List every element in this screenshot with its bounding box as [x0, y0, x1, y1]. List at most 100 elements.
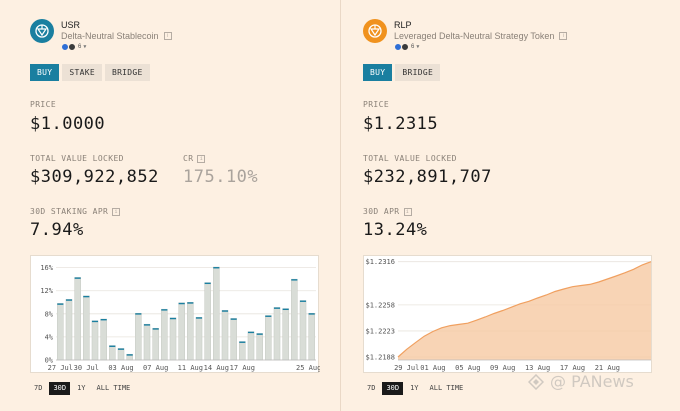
rlp-apr-label: 30D APR: [363, 207, 400, 216]
usr-action-tabs: BUY STAKE BRIDGE: [30, 64, 150, 81]
apr-bar: [308, 312, 315, 361]
apr-bar-cap: [204, 282, 211, 285]
apr-bar-cap: [109, 345, 116, 347]
apr-bar: [74, 277, 81, 361]
apr-bar-cap: [152, 328, 159, 330]
usr-panel: USR Delta-Neutral Stablecoin i 6 ▼ BUY ST…: [30, 19, 320, 395]
apr-bar: [213, 266, 220, 361]
usr-price-value: $1.0000: [30, 114, 106, 134]
rlp-token-name: RLP: [394, 20, 412, 30]
chain-icon: [68, 43, 76, 51]
x-tick-label: 13 Aug: [525, 364, 550, 372]
usr-apr-value: 7.94%: [30, 220, 84, 240]
y-tick-label: $1.2223: [365, 327, 395, 335]
rlp-range-all-time[interactable]: ALL TIME: [429, 384, 464, 392]
apr-bar: [299, 300, 307, 361]
apr-bar: [265, 315, 272, 361]
cr-info-icon[interactable]: i: [197, 154, 206, 163]
rlp-range-30d[interactable]: 30D: [382, 382, 404, 395]
apr-bar: [161, 308, 168, 361]
apr-bar: [256, 333, 263, 361]
rlp-price-line: [397, 261, 652, 358]
apr-bar: [195, 317, 203, 361]
apr-bar: [152, 327, 159, 361]
chevron-down-icon: ▼: [416, 44, 420, 50]
usr-buy-tab[interactable]: BUY: [30, 64, 60, 81]
x-tick-label: 30 Jul: [74, 364, 99, 372]
apr-bar-cap: [83, 295, 90, 298]
rlp-chain-selector[interactable]: 6 ▼: [394, 43, 567, 51]
usr-chain-count: 6: [78, 44, 82, 50]
usr-range-7d[interactable]: 7D: [34, 384, 43, 392]
usr-stake-tab[interactable]: STAKE: [62, 64, 102, 81]
usr-token-description: Delta-Neutral Stablecoin: [61, 31, 159, 41]
x-tick-label: 01 Aug: [420, 364, 445, 372]
apr-bar-cap: [143, 324, 151, 326]
rlp-token-description: Leveraged Delta-Neutral Strategy Token: [394, 31, 555, 41]
rlp-price-label: PRICE: [363, 100, 390, 109]
apr-bar: [117, 348, 125, 361]
x-tick-label: 25 Aug: [296, 364, 320, 372]
usr-token-name: USR: [61, 20, 81, 30]
apr-bar-cap: [126, 354, 133, 356]
x-tick-label: 14 Aug: [204, 364, 229, 372]
rlp-range-7d[interactable]: 7D: [367, 384, 376, 392]
apr-bar-cap: [265, 315, 272, 317]
x-tick-label: 05 Aug: [455, 364, 480, 372]
apr-bar: [291, 278, 298, 361]
usr-bridge-tab[interactable]: BRIDGE: [104, 64, 150, 81]
usr-chain-selector[interactable]: 6 ▼: [61, 43, 172, 51]
apr-bar-cap: [195, 317, 203, 319]
usr-cr-value: 175.10%: [183, 167, 259, 187]
rlp-action-tabs: BUY BRIDGE: [363, 64, 441, 81]
apr-bar: [143, 323, 151, 361]
usr-price-label: PRICE: [30, 100, 57, 109]
rlp-price-value: $1.2315: [363, 114, 439, 134]
apr-bar-cap: [100, 319, 107, 321]
rlp-price-chart[interactable]: $1.2316 $1.2258 $1.2223 $1.2188 29 Jul 01 Aug…: [363, 255, 652, 373]
apr-bar: [169, 317, 177, 361]
apr-bar: [178, 302, 185, 361]
apr-bar: [282, 308, 289, 361]
rlp-bridge-tab[interactable]: BRIDGE: [395, 64, 441, 81]
rlp-price-area: [398, 261, 651, 360]
apr-bar-cap: [187, 302, 194, 304]
x-tick-label: 09 Aug: [490, 364, 515, 372]
usr-token-header: USR Delta-Neutral Stablecoin i 6 ▼: [30, 19, 172, 51]
y-tick-label: 12%: [40, 287, 53, 295]
y-tick-label: 4%: [45, 333, 54, 341]
rlp-buy-tab[interactable]: BUY: [363, 64, 393, 81]
chain-icon: [401, 43, 409, 51]
apr-bar: [239, 341, 246, 361]
rlp-info-icon[interactable]: i: [559, 32, 568, 40]
rlp-tvl-label: TOTAL VALUE LOCKED: [363, 154, 457, 163]
apr-bar-cap: [161, 309, 168, 311]
usr-tvl-label: TOTAL VALUE LOCKED: [30, 154, 124, 163]
apr-bar-cap: [135, 313, 142, 315]
apr-bar: [100, 318, 107, 361]
rlp-range-1y[interactable]: 1Y: [410, 384, 419, 392]
y-tick-label: $1.2188: [365, 354, 395, 362]
apr-bar-cap: [282, 308, 289, 311]
apr-bar: [221, 310, 229, 361]
x-tick-label: 17 Aug: [230, 364, 255, 372]
apr-info-icon[interactable]: i: [112, 207, 121, 216]
usr-tvl-value: $309,922,852: [30, 167, 159, 187]
usr-range-30d[interactable]: 30D: [49, 382, 71, 395]
usr-range-all-time[interactable]: ALL TIME: [96, 384, 131, 392]
apr-bar: [91, 320, 99, 361]
rlp-price-area-chart: $1.2316 $1.2258 $1.2223 $1.2188 29 Jul 01 Aug…: [365, 258, 652, 372]
usr-range-1y[interactable]: 1Y: [77, 384, 86, 392]
x-tick-label: 07 Aug: [143, 364, 168, 372]
x-tick-label: 27 Jul: [48, 364, 73, 372]
apr-bar-cap: [91, 320, 99, 323]
usr-apr-chart[interactable]: 0% 4% 8% 12% 16% 27 Jul 30 Jul 03 Aug 07 Aug 11 A…: [30, 255, 320, 373]
rlp-apr-info-icon[interactable]: i: [403, 207, 412, 216]
apr-bar-cap: [308, 313, 315, 315]
apr-bar-cap: [57, 303, 64, 305]
apr-bar-cap: [273, 307, 281, 309]
rlp-panel: RLP Leveraged Delta-Neutral Strategy Tok…: [340, 0, 680, 411]
apr-bar-cap: [299, 300, 307, 302]
apr-bar: [65, 299, 73, 361]
usr-info-icon[interactable]: i: [163, 32, 172, 40]
